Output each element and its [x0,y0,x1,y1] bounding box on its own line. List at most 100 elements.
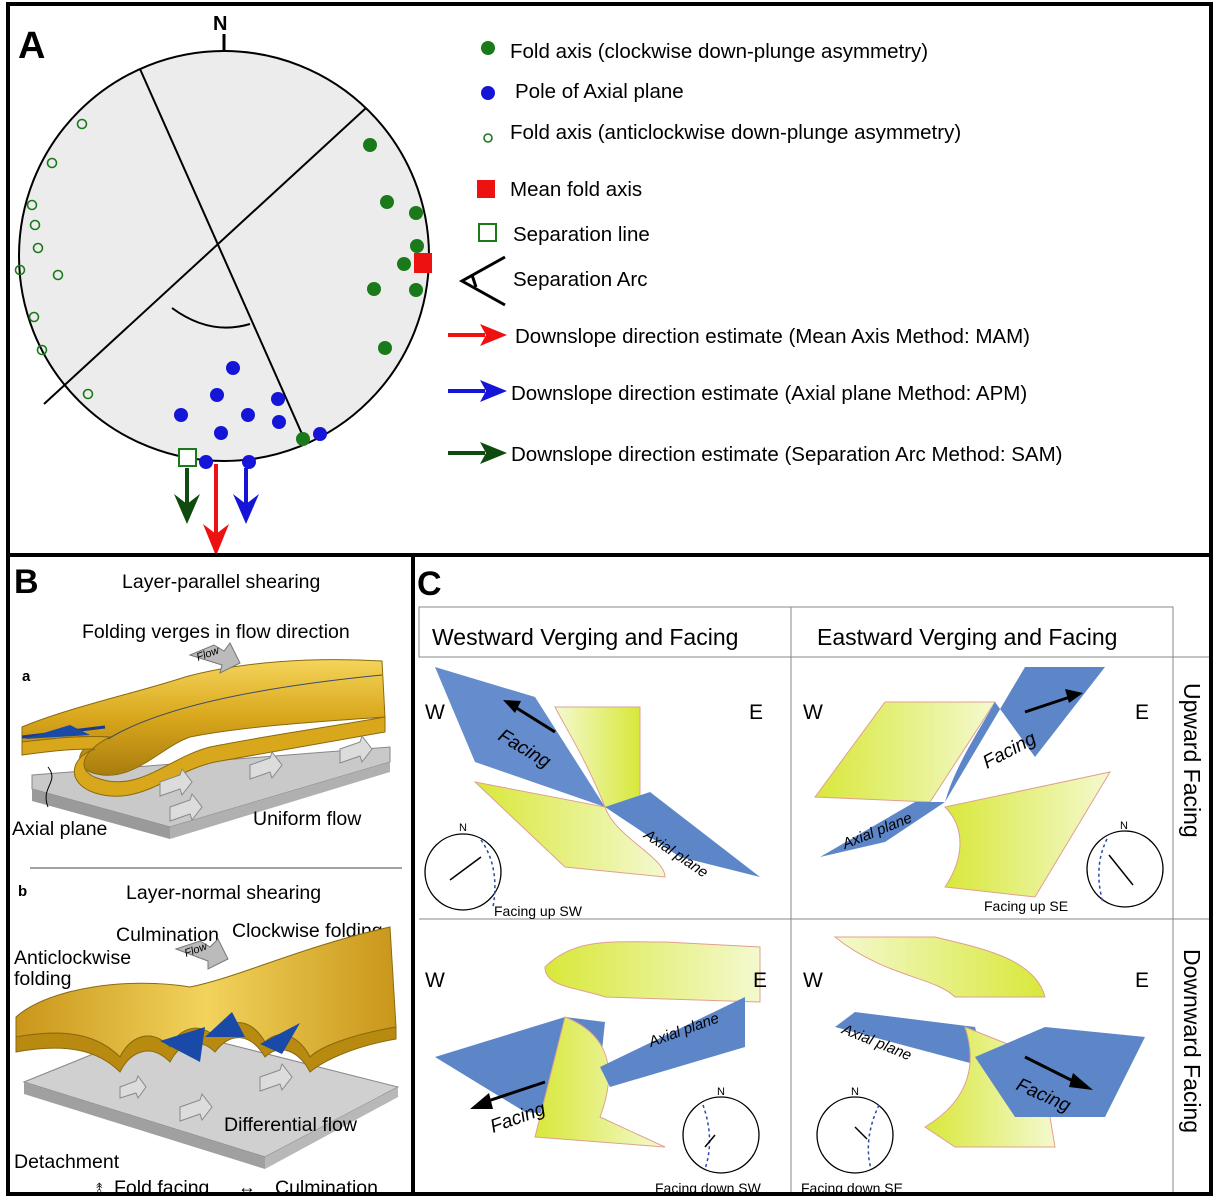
cell-west-down: Facing Axial plane W E N Facing down SW [425,941,767,1192]
axial-plane-b-2 [205,1012,245,1037]
label-b: b [18,883,27,900]
fold-limb-lower [473,781,666,878]
legend-separation-arc-icon [458,255,506,307]
point-clockwise [380,195,394,209]
mini-great-circle [480,839,496,908]
point-anticlockwise [29,219,41,231]
point-anticlockwise [28,311,40,323]
west-label: W [425,969,445,992]
east-label: E [1135,701,1149,724]
point-pole [313,427,327,441]
fold-facing-icon: ⥉ [96,1180,103,1196]
point-anticlockwise [76,118,88,130]
facing-arrow [1024,695,1071,714]
anticlockwise-folding-label-1: Anticlockwise [14,947,131,969]
facing-arrow-head [470,1093,493,1109]
point-clockwise [378,341,392,355]
mini-stereonet [424,833,502,911]
axial-plane-leader [45,766,53,808]
legend-anticlockwise-icon [483,133,493,143]
mini-great-circle [702,1104,711,1170]
point-anticlockwise [82,388,94,400]
culmination-label: Culmination [116,924,219,946]
caption-up-se: Facing up SE [984,898,1068,914]
flow-arrow [339,734,373,764]
facing-figure: C Westward Verging and Facing Eastward V… [417,565,1209,1192]
east-label: E [1135,969,1149,992]
mini-north-label: N [1120,820,1128,832]
uniform-flow-arrows [159,734,373,822]
point-clockwise [296,432,310,446]
anticlockwise-fold-axes [14,118,94,400]
cell-west-up: Facing Axial plane W E N Facing up SW [424,667,763,919]
point-anticlockwise [46,157,58,169]
fold-limb-upper [833,936,1046,998]
shearing-figure: B Layer-parallel shearing Folding verges… [12,563,402,1196]
west-label: W [803,969,823,992]
base-slab-a-side [32,789,170,839]
point-pole [214,426,228,440]
legend-label: Separation line [513,223,650,246]
mini-great-circle [1098,838,1108,904]
caption-up-sw: Facing up SW [494,903,583,919]
point-clockwise [367,282,381,296]
legend-label: Pole of Axial plane [515,80,684,103]
point-pole [199,455,213,469]
legend-mam-icon-head [480,324,507,346]
panel-letter-c: C [417,565,442,603]
axial-plane-surface [835,1012,985,1067]
col-east-header: Eastward Verging and Facing [817,624,1117,650]
folded-layer-a-under [21,716,386,797]
legend-apm-icon-head [480,380,507,402]
base-slab-b-side [24,1082,265,1169]
separation-arc [171,307,251,329]
axial-plane-label: Axial plane [839,809,914,853]
flow-arrow [249,750,283,780]
axial-plane-poles [174,361,327,469]
panel-b: B Layer-parallel shearing Folding verges… [6,553,415,1196]
axial-plane-surface [435,667,605,807]
legend: Fold axis (clockwise down-plunge asymmet… [448,40,1062,466]
panel-letter-a: A [18,25,45,67]
detachment-label: Detachment [14,1151,120,1173]
folded-layer-b-edge [15,1022,397,1073]
point-clockwise [363,138,377,152]
apm-arrow-head [233,494,259,524]
facing-label: Facing [979,728,1040,774]
mini-north-label: N [851,1086,859,1098]
legend-label: Mean fold axis [510,178,642,201]
axial-plane-lower [820,802,945,857]
legend-label: Downslope direction estimate (Axial plan… [511,382,1027,405]
legend-label: Separation Arc [513,268,647,291]
point-pole [272,415,286,429]
mini-facing-arrow [1108,854,1134,886]
axial-plane-b-1 [160,1027,205,1062]
point-anticlockwise [26,199,38,211]
legend-fold-facing: Fold facing [114,1177,209,1196]
flow-arrow [119,1074,147,1100]
facing-arrow [484,1080,546,1104]
mam-arrow-head [203,524,229,553]
point-clockwise [397,257,411,271]
clockwise-fold-axes [296,138,424,446]
flow-arrow-a [188,642,241,674]
mini-stereonet [816,1096,894,1174]
mini-stereonet [682,1096,760,1174]
legend-mean-icon [477,180,495,198]
flow-arrow [179,1092,213,1122]
mini-great-circle [867,1104,880,1170]
axial-plane-lower [605,792,760,877]
differential-flow-label: Differential flow [224,1114,358,1136]
panel-letter-b: B [14,563,39,601]
mini-north-label: N [717,1086,725,1098]
legend-sam-icon-head [480,442,507,464]
title-layer-normal: Layer-normal shearing [126,882,321,904]
title-layer-parallel: Layer-parallel shearing [122,571,320,593]
differential-flow-arrows [119,1062,293,1122]
row-down-label: Downward Facing [1179,949,1205,1133]
facing-arrow-head [1069,1073,1093,1090]
east-label: E [749,701,763,724]
axial-plane-surface [945,667,1105,802]
fold-limb-upper [544,941,761,1003]
facing-arrow-head [503,700,521,713]
